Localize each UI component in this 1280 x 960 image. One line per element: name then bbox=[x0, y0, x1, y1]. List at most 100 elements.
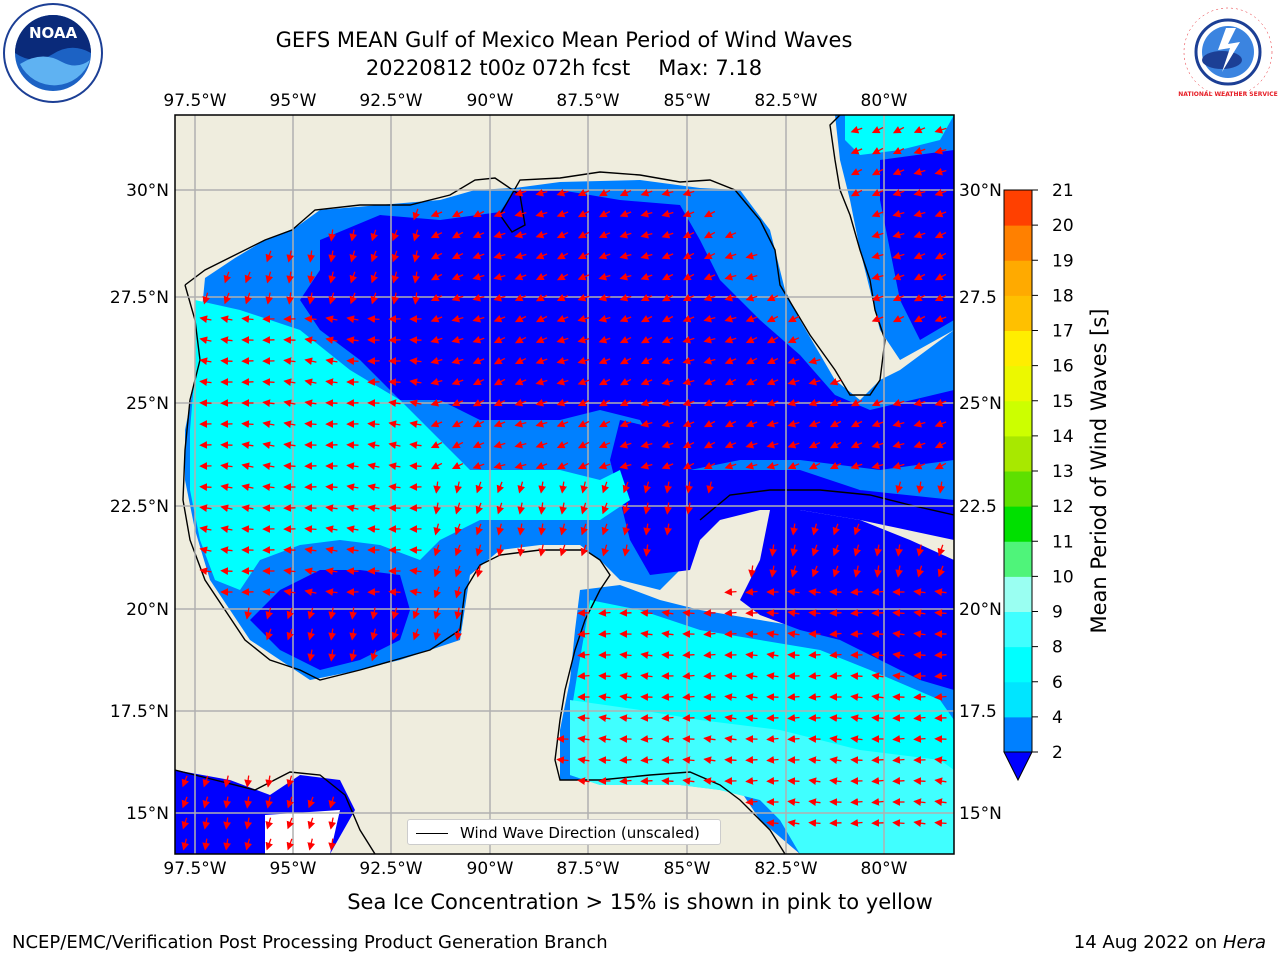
wind-wave-arrow bbox=[790, 544, 799, 557]
wind-wave-arrow bbox=[265, 271, 274, 284]
wind-wave-arrow bbox=[664, 502, 672, 515]
wind-wave-arrow bbox=[430, 335, 443, 344]
wind-wave-arrow bbox=[409, 588, 422, 597]
wind-wave-arrow bbox=[934, 693, 947, 701]
wind-wave-arrow bbox=[871, 147, 884, 155]
wind-wave-arrow bbox=[622, 544, 631, 557]
wind-wave-arrow bbox=[745, 272, 758, 281]
wind-wave-arrow bbox=[433, 607, 442, 620]
wind-wave-arrow bbox=[451, 378, 464, 386]
wind-wave-arrow bbox=[874, 565, 882, 578]
wind-wave-arrow bbox=[892, 651, 905, 660]
wind-wave-arrow bbox=[913, 588, 926, 596]
wind-wave-arrow bbox=[745, 672, 758, 681]
wind-wave-arrow bbox=[307, 649, 316, 662]
wind-wave-arrow bbox=[325, 504, 338, 512]
wind-wave-arrow bbox=[199, 504, 212, 512]
wind-wave-arrow bbox=[643, 502, 652, 515]
wind-wave-arrow bbox=[349, 649, 358, 662]
wind-wave-arrow bbox=[787, 630, 800, 638]
wind-wave-arrow bbox=[304, 567, 317, 576]
wind-wave-arrow bbox=[181, 838, 190, 851]
wind-wave-arrow bbox=[724, 231, 737, 239]
wind-wave-arrow bbox=[514, 398, 527, 407]
lon-label-top: 97.5°W bbox=[163, 91, 226, 111]
wind-wave-arrow bbox=[328, 292, 337, 305]
wind-wave-arrow bbox=[535, 377, 548, 386]
wind-wave-arrow bbox=[388, 462, 401, 471]
wind-wave-arrow bbox=[601, 523, 609, 536]
wind-wave-arrow bbox=[202, 775, 211, 788]
wind-wave-arrow bbox=[724, 357, 737, 365]
wind-wave-arrow bbox=[598, 609, 611, 617]
wind-wave-arrow bbox=[412, 229, 421, 242]
wind-wave-arrow bbox=[640, 419, 653, 428]
wind-wave-arrow bbox=[430, 462, 443, 470]
wind-wave-arrow bbox=[577, 314, 590, 323]
wind-wave-arrow bbox=[283, 420, 296, 429]
wind-wave-arrow bbox=[808, 693, 821, 701]
wind-wave-arrow bbox=[265, 628, 273, 641]
wind-wave-arrow bbox=[913, 209, 926, 218]
wind-wave-arrow bbox=[307, 796, 316, 809]
wind-wave-arrow bbox=[724, 735, 737, 743]
wind-wave-arrow bbox=[724, 293, 737, 302]
colorbar-tick-label: 19 bbox=[1052, 251, 1074, 271]
wind-wave-arrow bbox=[766, 461, 779, 470]
wind-wave-arrow bbox=[556, 419, 569, 428]
wind-wave-arrow bbox=[685, 502, 694, 515]
wind-wave-arrow bbox=[367, 525, 380, 533]
wind-wave-arrow bbox=[556, 441, 569, 449]
wind-wave-arrow bbox=[472, 462, 485, 470]
wind-wave-arrow bbox=[745, 357, 758, 365]
wind-wave-arrow bbox=[535, 188, 548, 197]
wind-wave-arrow bbox=[871, 168, 884, 176]
wind-wave-arrow bbox=[892, 819, 905, 827]
wind-wave-arrow bbox=[430, 398, 443, 407]
wind-wave-arrow bbox=[328, 649, 336, 662]
wind-wave-arrow bbox=[871, 798, 884, 806]
wind-wave-arrow bbox=[850, 189, 863, 197]
wind-wave-arrow bbox=[640, 609, 653, 617]
wind-wave-arrow bbox=[913, 462, 926, 470]
wind-wave-arrow bbox=[514, 419, 527, 428]
wind-wave-arrow bbox=[640, 440, 653, 449]
wind-wave-arrow bbox=[220, 504, 233, 513]
wind-wave-arrow bbox=[199, 525, 212, 534]
wind-wave-arrow bbox=[640, 630, 653, 638]
wind-wave-arrow bbox=[766, 756, 779, 764]
wind-wave-arrow bbox=[451, 462, 464, 470]
colorbar-tick-label: 8 bbox=[1052, 638, 1063, 658]
wind-wave-arrow bbox=[433, 544, 442, 557]
wind-wave-arrow bbox=[454, 607, 463, 620]
wind-wave-arrow bbox=[388, 483, 401, 491]
wind-wave-arrow bbox=[913, 693, 926, 701]
lat-label-right: 20°N bbox=[959, 600, 1002, 620]
wind-wave-arrow bbox=[808, 756, 821, 764]
wind-wave-arrow bbox=[703, 672, 716, 680]
wind-wave-arrow bbox=[703, 420, 716, 428]
wind-wave-arrow bbox=[370, 250, 379, 263]
colorbar-segment bbox=[1004, 506, 1032, 542]
wind-wave-arrow bbox=[535, 273, 548, 281]
wind-wave-arrow bbox=[850, 420, 863, 428]
wind-wave-arrow bbox=[223, 838, 232, 851]
wind-wave-arrow bbox=[559, 502, 568, 515]
wind-wave-arrow bbox=[808, 356, 821, 365]
wind-wave-arrow bbox=[367, 441, 380, 450]
wind-wave-arrow bbox=[766, 315, 779, 323]
colorbar-tick-label: 13 bbox=[1052, 462, 1074, 482]
wind-wave-arrow bbox=[538, 523, 547, 536]
wind-wave-arrow bbox=[619, 336, 632, 344]
wind-wave-arrow bbox=[451, 335, 464, 344]
wind-wave-arrow bbox=[598, 420, 611, 428]
nws-logo: NATIONAL WEATHER SERVICE bbox=[1178, 4, 1278, 100]
wind-wave-arrow bbox=[724, 609, 737, 617]
wind-wave-arrow bbox=[577, 630, 590, 638]
wind-wave-arrow bbox=[328, 250, 337, 263]
wind-wave-arrow bbox=[496, 502, 505, 515]
wind-wave-arrow bbox=[535, 315, 548, 323]
wind-wave-arrow bbox=[577, 293, 590, 302]
wind-wave-arrow bbox=[808, 798, 821, 806]
wind-wave-arrow bbox=[514, 357, 527, 365]
